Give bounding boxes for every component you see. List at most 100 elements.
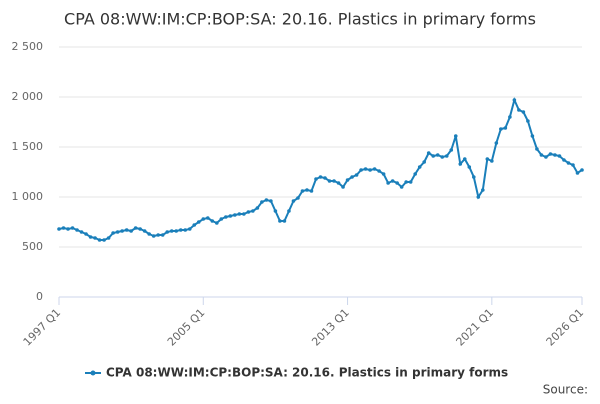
point [503, 126, 508, 130]
point [210, 219, 215, 223]
point [138, 227, 142, 231]
point [499, 127, 503, 131]
point [115, 230, 120, 234]
point [174, 229, 179, 233]
point [544, 155, 548, 159]
x-tick-label: 2005 Q1 [165, 306, 208, 349]
y-tick-label: 2 500 [12, 40, 44, 53]
point [530, 134, 535, 138]
point [444, 154, 449, 158]
point [435, 153, 440, 157]
point [160, 233, 165, 237]
y-tick-label: 1 000 [12, 190, 44, 203]
point [278, 219, 282, 223]
point [467, 165, 472, 169]
point [462, 157, 467, 161]
x-tick-label: 2026 Q1 [544, 306, 587, 349]
point [151, 234, 156, 238]
legend-label: CPA 08:WW:IM:CP:BOP:SA: 20.16. Plastics … [106, 366, 508, 380]
point [296, 196, 300, 200]
point [395, 181, 399, 185]
point [237, 212, 242, 216]
point [88, 235, 93, 239]
legend-marker [90, 370, 96, 376]
point [399, 185, 404, 189]
point [521, 110, 526, 114]
point [282, 219, 287, 223]
x-tick-label: 1997 Q1 [21, 306, 64, 349]
point [133, 226, 138, 230]
point [526, 119, 530, 123]
point [449, 148, 454, 152]
source: Source: [543, 383, 588, 397]
point [187, 227, 192, 231]
point [562, 158, 566, 162]
point [287, 209, 291, 213]
point [390, 179, 395, 183]
point [219, 217, 224, 221]
point [61, 226, 66, 230]
point [332, 179, 336, 183]
point [111, 231, 115, 235]
point [178, 228, 183, 232]
y-tick-label: 500 [22, 240, 43, 253]
point [426, 151, 431, 155]
point [580, 168, 584, 172]
point [413, 172, 417, 176]
point [242, 212, 246, 216]
point [417, 165, 422, 169]
point [431, 154, 436, 158]
point [548, 152, 553, 156]
point [246, 210, 251, 214]
point [165, 230, 170, 234]
point [70, 226, 75, 230]
point [372, 167, 377, 171]
point [381, 172, 386, 176]
point [539, 153, 544, 157]
point [102, 238, 106, 242]
point [471, 175, 476, 179]
point [512, 98, 517, 102]
point [169, 229, 174, 233]
point [305, 188, 309, 192]
point [93, 236, 97, 240]
point [147, 232, 151, 236]
x-tick-label: 2013 Q1 [309, 306, 352, 349]
point [575, 171, 580, 175]
point [314, 177, 318, 181]
point [476, 195, 481, 199]
point [494, 141, 499, 145]
point [124, 228, 129, 232]
line [58, 97, 583, 241]
point [233, 213, 237, 217]
point [327, 179, 332, 183]
point [386, 181, 390, 185]
point [566, 161, 571, 165]
point [535, 147, 539, 151]
point [129, 229, 133, 233]
point [345, 178, 350, 182]
y-tick-label: 0 [36, 290, 43, 303]
point [336, 181, 341, 185]
point [183, 228, 188, 232]
point [192, 223, 197, 227]
point [251, 209, 255, 213]
point [363, 167, 368, 171]
point [79, 230, 84, 234]
point [57, 227, 61, 231]
point [408, 180, 413, 184]
point [142, 229, 147, 233]
point [84, 232, 88, 236]
point [269, 199, 273, 203]
point [318, 175, 323, 179]
point [508, 115, 512, 119]
point [440, 155, 445, 159]
point [571, 163, 575, 167]
point [201, 217, 206, 221]
chart-title: CPA 08:WW:IM:CP:BOP:SA: 20.16. Plastics … [64, 10, 536, 29]
point [404, 180, 408, 184]
point [553, 153, 557, 157]
point [215, 221, 219, 225]
point [453, 134, 458, 138]
